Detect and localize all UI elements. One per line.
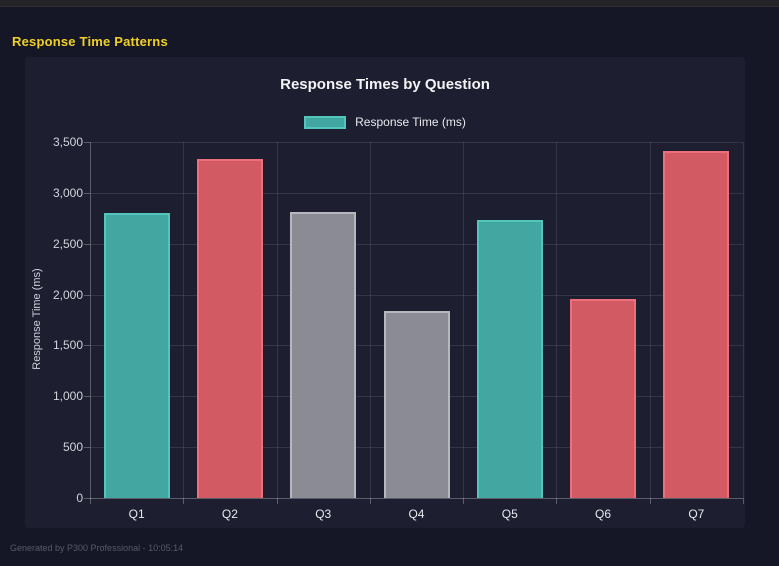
x-tick-label-q4: Q4 (408, 507, 425, 521)
v-gridline-6 (649, 142, 651, 498)
page-title: Response Time Patterns (12, 34, 168, 49)
bar-q3 (290, 212, 357, 498)
x-tick-label-q1: Q1 (128, 507, 145, 521)
window-top-strip (0, 0, 779, 7)
x-tick-mark-1 (183, 498, 185, 504)
v-gridline-3 (369, 142, 371, 498)
x-tick-label-q6: Q6 (595, 507, 612, 521)
h-gridline-3000 (90, 192, 743, 194)
chart-legend[interactable]: Response Time (ms) (25, 115, 745, 129)
x-tick-label-q3: Q3 (315, 507, 332, 521)
footer-note: Generated by P300 Professional - 10:05:1… (10, 543, 184, 553)
plot-area (90, 142, 744, 499)
legend-label: Response Time (ms) (355, 115, 466, 129)
v-gridline-1 (183, 142, 185, 498)
bar-q6 (570, 298, 637, 498)
x-tick-label-q7: Q7 (688, 507, 705, 521)
y-tick-label-2000: 2,000 (52, 287, 83, 302)
legend-swatch-teal (304, 115, 347, 129)
y-tick-label-0: 0 (76, 491, 83, 505)
y-tick-mark-3500 (84, 142, 90, 143)
y-tick-label-1500: 1,500 (52, 338, 83, 353)
bar-q5 (476, 220, 543, 498)
y-tick-mark-500 (84, 447, 90, 449)
x-tick-mark-3 (369, 498, 371, 504)
y-tick-label-3000: 3,000 (52, 185, 83, 200)
h-gridline-3500 (90, 142, 743, 143)
y-tick-label-1000: 1,000 (52, 389, 83, 404)
y-axis-title: Response Time (ms) (31, 268, 43, 370)
y-tick-label-2500: 2,500 (52, 236, 83, 251)
y-tick-label-500: 500 (62, 440, 83, 455)
y-tick-mark-0 (84, 498, 90, 499)
bar-q1 (103, 213, 170, 498)
h-gridline-2500 (90, 243, 743, 245)
x-tick-mark-5 (556, 498, 558, 504)
y-tick-mark-1000 (84, 396, 90, 398)
v-gridline-5 (556, 142, 558, 498)
v-gridline-7 (743, 142, 744, 498)
y-axis-line (90, 142, 91, 499)
x-tick-mark-4 (463, 498, 465, 504)
chart-panel: Response Times by Question Response Time… (25, 57, 745, 528)
x-tick-label-q5: Q5 (501, 507, 518, 521)
x-tick-mark-0 (90, 498, 91, 504)
v-gridline-4 (463, 142, 465, 498)
h-gridline-2000 (90, 294, 743, 296)
chart-title: Response Times by Question (280, 76, 490, 93)
bar-q2 (196, 159, 263, 498)
x-tick-label-q2: Q2 (221, 507, 238, 521)
y-tick-label-3500: 3,500 (52, 135, 83, 149)
y-tick-mark-3000 (84, 192, 90, 194)
x-tick-mark-7 (743, 498, 744, 504)
x-tick-mark-2 (276, 498, 278, 504)
bar-q7 (663, 151, 730, 498)
x-axis-line (90, 498, 743, 499)
v-gridline-2 (276, 142, 278, 498)
y-tick-mark-2000 (84, 294, 90, 296)
y-tick-mark-2500 (84, 243, 90, 245)
y-tick-mark-1500 (84, 345, 90, 347)
x-tick-mark-6 (649, 498, 651, 504)
bar-q4 (383, 310, 450, 498)
